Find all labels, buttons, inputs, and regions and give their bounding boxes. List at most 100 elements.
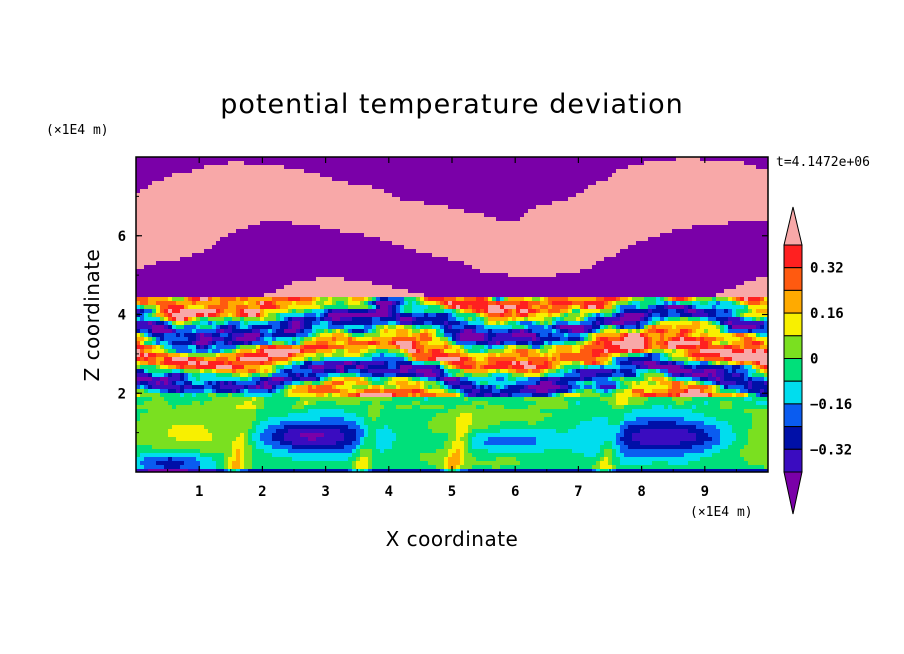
contour-cell xyxy=(216,461,225,466)
contour-cell xyxy=(376,433,397,438)
contour-cell xyxy=(316,297,321,302)
contour-cell xyxy=(748,369,757,374)
contour-cell xyxy=(464,325,477,330)
x-tick-label: 5 xyxy=(448,484,456,500)
contour-cell xyxy=(280,441,293,446)
contour-cell xyxy=(700,301,709,306)
contour-cell xyxy=(624,413,705,418)
contour-cell xyxy=(712,389,717,394)
contour-cell xyxy=(596,317,605,322)
contour-cell xyxy=(500,393,509,398)
contour-cell xyxy=(752,421,768,426)
contour-cell xyxy=(456,437,461,442)
contour-cell xyxy=(728,341,733,346)
contour-cell xyxy=(712,361,717,366)
contour-cell xyxy=(728,445,745,450)
contour-cell xyxy=(252,433,261,438)
contour-cell xyxy=(456,469,461,472)
contour-cell xyxy=(136,269,481,274)
contour-cell xyxy=(372,453,421,458)
contour-cell xyxy=(524,365,537,370)
contour-cell xyxy=(596,469,601,472)
contour-cell xyxy=(272,445,293,450)
contour-cell xyxy=(188,377,197,382)
contour-cell xyxy=(620,297,629,302)
contour-cell xyxy=(744,337,753,342)
contour-cell xyxy=(476,457,497,462)
contour-cell xyxy=(648,421,677,426)
contour-cell xyxy=(304,341,317,346)
contour-cell xyxy=(448,353,461,358)
contour-cell xyxy=(292,325,301,330)
contour-cell xyxy=(652,317,661,322)
contour-cell xyxy=(356,449,361,454)
contour-cell xyxy=(604,313,613,318)
contour-cell xyxy=(612,441,617,446)
contour-cell xyxy=(708,321,713,326)
contour-cell xyxy=(136,277,317,282)
contour-cell xyxy=(572,305,581,310)
contour-cell xyxy=(740,345,745,350)
contour-cell xyxy=(504,377,509,382)
contour-cell xyxy=(624,313,645,318)
contour-cell xyxy=(240,325,249,330)
contour-cell xyxy=(420,381,425,386)
contour-cell xyxy=(292,377,301,382)
contour-cell xyxy=(276,369,281,374)
contour-cell xyxy=(680,385,689,390)
contour-cell xyxy=(584,377,593,382)
contour-cell xyxy=(248,373,253,378)
contour-cell xyxy=(492,393,501,398)
contour-cell xyxy=(416,317,449,322)
contour-cell xyxy=(136,329,141,334)
contour-cell xyxy=(396,313,401,318)
contour-cell xyxy=(488,349,505,354)
contour-cell xyxy=(244,453,253,458)
contour-cell xyxy=(152,309,157,314)
contour-cell xyxy=(492,385,497,390)
contour-cell xyxy=(240,389,245,394)
contour-cell xyxy=(604,325,609,330)
contour-cell xyxy=(716,385,721,390)
contour-cell xyxy=(648,317,653,322)
contour-cell xyxy=(136,165,205,170)
x-tick-label: 3 xyxy=(321,484,329,500)
contour-cell xyxy=(400,301,405,306)
contour-cell xyxy=(364,365,369,370)
contour-cell xyxy=(264,429,277,434)
contour-cell xyxy=(244,445,253,450)
contour-cell xyxy=(456,425,469,430)
contour-cell xyxy=(136,265,145,270)
contour-cell xyxy=(476,405,485,410)
contour-cell xyxy=(316,313,321,318)
contour-cell xyxy=(416,369,433,374)
contour-cell xyxy=(392,301,397,306)
contour-cell xyxy=(320,321,329,326)
contour-cell xyxy=(556,393,561,398)
contour-cell xyxy=(716,361,721,366)
contour-cell xyxy=(408,377,413,382)
contour-cell xyxy=(208,349,213,354)
contour-cell xyxy=(664,377,669,382)
contour-cell xyxy=(624,325,637,330)
contour-cell xyxy=(712,297,717,302)
contour-cell xyxy=(508,365,513,370)
contour-cell xyxy=(448,341,453,346)
contour-cell xyxy=(184,369,201,374)
contour-cell xyxy=(288,309,293,314)
contour-cell xyxy=(172,317,177,322)
contour-cell xyxy=(136,205,449,210)
contour-cell xyxy=(608,177,768,182)
contour-cell xyxy=(316,329,325,334)
contour-cell xyxy=(584,301,605,306)
contour-cell xyxy=(728,385,745,390)
contour-cell xyxy=(612,341,645,346)
contour-cell xyxy=(660,313,669,318)
contour-cell xyxy=(584,341,589,346)
contour-cell xyxy=(492,373,509,378)
contour-cell xyxy=(236,349,241,354)
x-tick-label: 4 xyxy=(385,484,393,500)
contour-cell xyxy=(216,381,221,386)
contour-cell xyxy=(748,437,768,442)
contour-cell xyxy=(184,389,205,394)
